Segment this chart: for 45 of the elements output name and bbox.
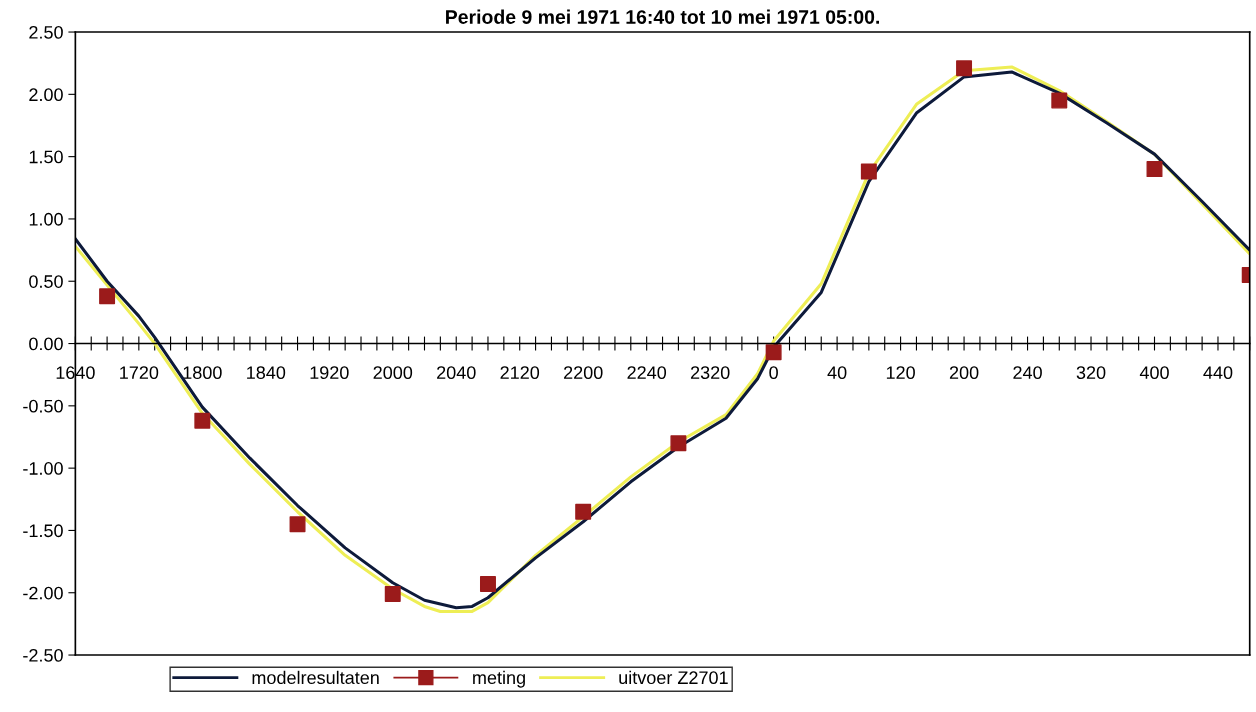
point bbox=[1051, 92, 1068, 109]
x-tick-label: 400 bbox=[1139, 366, 1169, 380]
x-tick-label: 1840 bbox=[247, 366, 286, 380]
y-tick-label: 2.00 bbox=[29, 88, 63, 102]
x-tick-label: 2000 bbox=[373, 366, 413, 380]
y-tick-label: 1.50 bbox=[29, 150, 63, 164]
point bbox=[860, 163, 877, 180]
chart-title: Periode 9 mei 1971 16:40 tot 10 mei 1971 05:00. bbox=[446, 9, 880, 24]
x-tick-label: 1720 bbox=[120, 366, 159, 380]
x-tick-label: 440 bbox=[1203, 366, 1233, 380]
x-tick-label: 2040 bbox=[437, 366, 476, 380]
legend-label: uitvoer Z2701 bbox=[619, 670, 728, 685]
x-tick-label: 1920 bbox=[310, 366, 349, 380]
x-tick-label: 2200 bbox=[564, 366, 603, 380]
point bbox=[194, 412, 211, 429]
legend-label: meting bbox=[473, 670, 525, 688]
point bbox=[99, 288, 116, 305]
point bbox=[289, 516, 306, 533]
y-tick-label: 0.00 bbox=[29, 337, 63, 351]
y-tick-label: -2.00 bbox=[23, 586, 63, 600]
point bbox=[479, 576, 496, 592]
x-tick-label: 240 bbox=[1013, 366, 1042, 380]
point bbox=[765, 344, 782, 361]
x-tick-label: 120 bbox=[886, 366, 915, 380]
x-tick-label: 2120 bbox=[500, 366, 540, 380]
point bbox=[384, 586, 401, 602]
y-tick-label: -1.00 bbox=[23, 462, 63, 475]
x-tick-label: 200 bbox=[949, 366, 979, 380]
x-tick-label: 0 bbox=[769, 366, 778, 380]
y-tick-label: -1.50 bbox=[23, 524, 63, 538]
x-tick-label: 2320 bbox=[690, 366, 730, 380]
legend-label: modelresultaten bbox=[252, 670, 379, 685]
y-tick-label: 2.50 bbox=[29, 25, 63, 39]
y-tick-label: 1.00 bbox=[29, 212, 63, 226]
y-tick-label: 0.50 bbox=[29, 275, 63, 288]
x-tick-label: 40 bbox=[827, 366, 847, 380]
point bbox=[670, 435, 687, 452]
y-tick-label: -2.50 bbox=[23, 648, 63, 662]
point bbox=[575, 503, 592, 520]
point bbox=[1146, 161, 1163, 178]
x-tick-label: 1800 bbox=[183, 366, 222, 380]
x-tick-label: 320 bbox=[1076, 366, 1106, 380]
y-tick-label: -0.50 bbox=[23, 399, 63, 413]
x-tick-label: 2240 bbox=[627, 366, 667, 380]
point bbox=[956, 60, 973, 77]
